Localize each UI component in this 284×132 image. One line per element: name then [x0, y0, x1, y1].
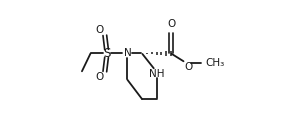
Text: N: N [124, 48, 131, 58]
Text: O: O [95, 25, 103, 35]
Text: O: O [184, 62, 192, 72]
Text: S: S [103, 47, 111, 60]
Text: NH: NH [149, 69, 165, 79]
Text: CH₃: CH₃ [205, 58, 225, 68]
Text: O: O [167, 19, 175, 29]
Text: O: O [95, 72, 103, 82]
